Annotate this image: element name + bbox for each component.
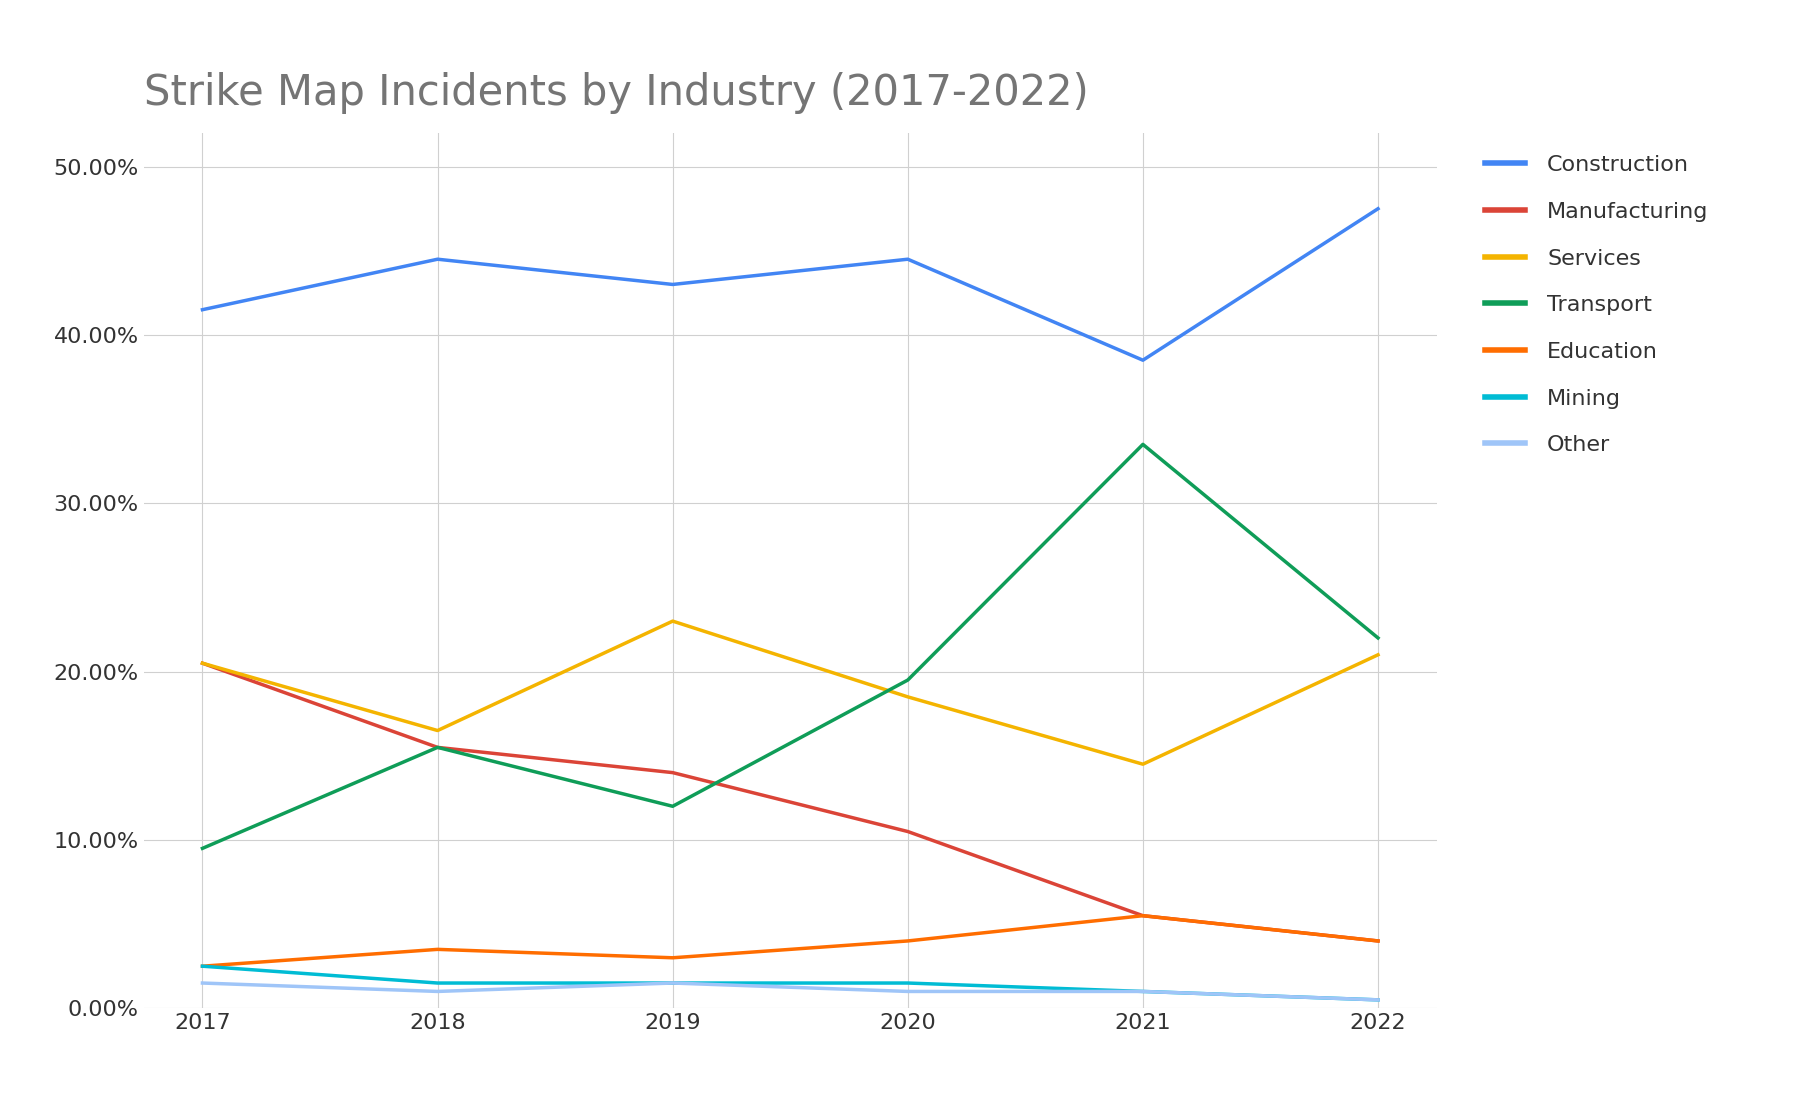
Other: [1367, 993, 1388, 1006]
Other: [1131, 985, 1153, 998]
Construction: [1367, 202, 1388, 215]
Construction: [427, 253, 449, 266]
Line: Mining: Mining: [203, 966, 1378, 999]
Manufacturing: [427, 741, 449, 755]
Line: Manufacturing: Manufacturing: [203, 664, 1378, 941]
Transport: [192, 842, 214, 855]
Text: Strike Map Incidents by Industry (2017-2022): Strike Map Incidents by Industry (2017-2…: [144, 72, 1088, 114]
Transport: [427, 741, 449, 755]
Manufacturing: [1131, 909, 1153, 922]
Mining: [663, 976, 684, 989]
Line: Transport: Transport: [203, 444, 1378, 849]
Line: Services: Services: [203, 622, 1378, 765]
Other: [192, 976, 214, 989]
Services: [663, 615, 684, 628]
Legend: Construction, Manufacturing, Services, Transport, Education, Mining, Other: Construction, Manufacturing, Services, T…: [1475, 144, 1719, 466]
Manufacturing: [1367, 934, 1388, 947]
Construction: [1131, 353, 1153, 367]
Mining: [427, 976, 449, 989]
Manufacturing: [896, 824, 918, 838]
Education: [427, 943, 449, 956]
Education: [192, 960, 214, 973]
Transport: [1131, 438, 1153, 451]
Transport: [1367, 632, 1388, 645]
Transport: [663, 800, 684, 813]
Manufacturing: [663, 766, 684, 779]
Line: Construction: Construction: [203, 208, 1378, 360]
Mining: [192, 960, 214, 973]
Line: Other: Other: [203, 983, 1378, 999]
Education: [896, 934, 918, 947]
Construction: [896, 253, 918, 266]
Transport: [896, 674, 918, 687]
Construction: [192, 304, 214, 317]
Line: Education: Education: [203, 915, 1378, 966]
Mining: [1131, 985, 1153, 998]
Mining: [1367, 993, 1388, 1006]
Services: [192, 657, 214, 670]
Education: [1367, 934, 1388, 947]
Services: [1367, 648, 1388, 661]
Mining: [896, 976, 918, 989]
Other: [896, 985, 918, 998]
Services: [896, 690, 918, 704]
Education: [1131, 909, 1153, 922]
Other: [427, 985, 449, 998]
Manufacturing: [192, 657, 214, 670]
Education: [663, 951, 684, 964]
Services: [1131, 758, 1153, 771]
Construction: [663, 278, 684, 291]
Services: [427, 724, 449, 737]
Other: [663, 976, 684, 989]
